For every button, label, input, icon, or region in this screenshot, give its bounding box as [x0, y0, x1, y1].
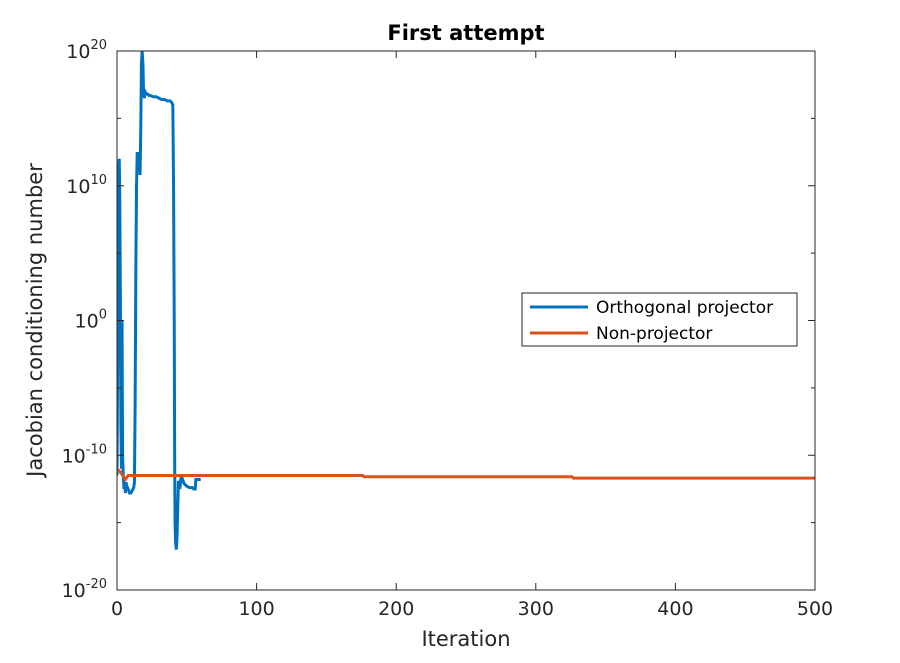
- series-layer: [117, 51, 815, 550]
- y-axis-label: Jacobian conditioning number: [23, 163, 47, 479]
- series-line-orthogonal-projector: [117, 51, 201, 550]
- x-tick-label: 100: [238, 598, 274, 620]
- chart-title: First attempt: [387, 21, 544, 45]
- x-tick-label: 400: [657, 598, 693, 620]
- y-tick-label: 100: [75, 308, 107, 333]
- y-tick-label: 10-10: [62, 442, 107, 467]
- x-tick-label: 200: [378, 598, 414, 620]
- y-tick-label: 1020: [66, 38, 107, 63]
- legend: Orthogonal projector Non-projector: [521, 292, 798, 347]
- x-tick-label: 500: [797, 598, 833, 620]
- x-axis-label: Iteration: [421, 627, 510, 651]
- legend-entry-orthogonal-projector: Orthogonal projector: [596, 298, 773, 318]
- legend-box: [521, 292, 798, 347]
- x-tick-label: 0: [111, 598, 123, 620]
- x-axis-ticks: 0 100 200 300 400 500: [111, 51, 833, 620]
- y-tick-label: 1010: [66, 173, 107, 198]
- y-tick-label: 10-20: [62, 577, 107, 602]
- x-tick-label: 300: [518, 598, 554, 620]
- y-axis-ticks: 10-20 10-10 100 1010 1020: [62, 38, 815, 602]
- series-line-non-projector: [117, 467, 815, 483]
- legend-entry-non-projector: Non-projector: [596, 324, 712, 344]
